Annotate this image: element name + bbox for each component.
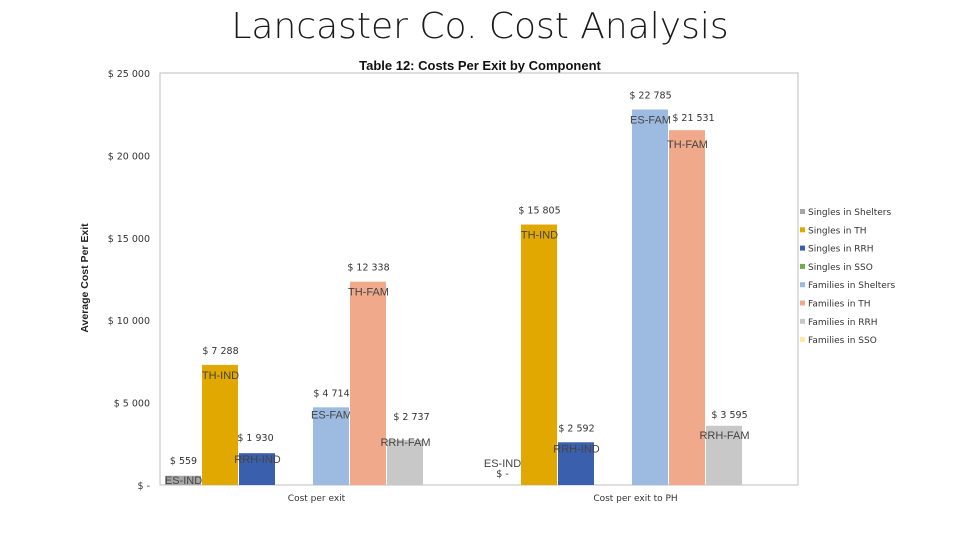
bar-singles-in-shelters [165,475,201,485]
legend: Singles in Shelters Singles in TH Singles … [800,208,896,346]
data-label: $ - [496,469,509,480]
y-axis-label: Average Cost Per Exit [79,223,91,333]
bar-singles-in-rrh [558,442,594,485]
y-tick-label: $ 15 000 [108,234,150,245]
data-label: $ 1 930 [237,433,273,444]
bar-families-in-shelters [632,109,668,485]
data-label: $ 2 737 [393,412,429,423]
bar-families-in-rrh [387,439,423,485]
y-tick-label: $ 5 000 [114,399,150,410]
bar-families-in-th [350,281,386,485]
legend-item: Singles in SSO [808,263,873,273]
bar-families-in-rrh [706,425,742,485]
legend-item: Families in Shelters [808,281,896,291]
data-label: $ 21 531 [672,113,714,124]
page-title: Lancaster Co. Cost Analysis [231,6,729,47]
chart-title: Table 12: Costs Per Exit by Component [359,58,601,73]
plot-border [159,72,799,486]
legend-item: Singles in RRH [808,245,874,255]
bar-label: ES-IND [484,458,521,470]
legend-swatch [800,318,805,324]
data-label: $ 22 785 [629,91,671,102]
bar-label: TH-IND [202,370,239,382]
data-label: $ 559 [170,456,197,467]
bar-label: TH-FAM [667,139,708,151]
plot-area: $ - $ 5 000 $ 10 000 $ 15 000 $ 20 000 $ 25 0… [108,69,799,504]
data-label: $ 15 805 [518,206,560,217]
bar-label: ES-FAM [630,115,671,127]
y-tick-label: $ 10 000 [108,316,150,327]
bar-families-in-shelters [313,407,349,485]
y-tick-label: $ - [138,481,151,492]
data-label: $ 2 592 [558,423,594,434]
data-label: $ 4 714 [313,388,349,399]
legend-item: Families in SSO [808,336,877,346]
bar-label: ES-IND [165,475,202,487]
bar-singles-in-rrh [239,453,275,485]
bar-label: ES-FAM [311,409,352,421]
legend-swatch [800,209,805,214]
bar-label: TH-FAM [348,287,389,299]
bar-label: RRH-FAM [699,430,749,442]
y-tick-label: $ 25 000 [108,69,150,80]
bar-label: RRH-IND [553,443,599,455]
bar-label: TH-IND [521,230,558,242]
legend-swatch [800,337,805,343]
bar-singles-in-th [521,224,557,485]
legend-item: Singles in TH [808,226,867,236]
x-category-label: Cost per exit [288,494,346,504]
bar-label: RRH-IND [234,454,280,466]
legend-swatch [800,245,805,251]
bar-families-in-th [669,130,705,485]
data-label: $ 3 595 [711,410,747,421]
legend-swatch [800,263,805,269]
legend-swatch [800,282,805,288]
legend-item: Families in TH [808,300,871,310]
legend-swatch [800,227,805,233]
data-label: $ 12 338 [347,263,389,274]
data-label: $ 7 288 [202,346,238,357]
bar-singles-in-th [202,364,238,485]
y-tick-label: $ 20 000 [108,151,150,162]
legend-item: Singles in Shelters [808,208,892,218]
bar-label: RRH-FAM [380,437,430,449]
x-category-label: Cost per exit to PH [593,494,677,504]
legend-swatch [800,300,805,306]
legend-item: Families in RRH [808,318,878,328]
